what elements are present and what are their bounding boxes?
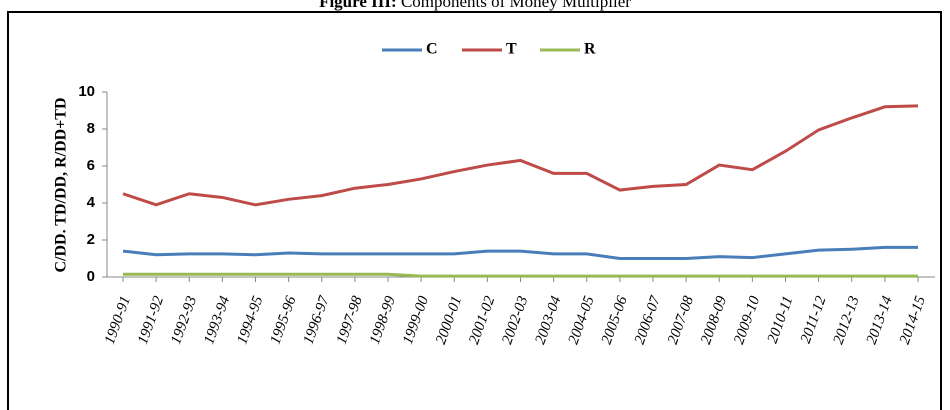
y-tick-label: 6 [87, 157, 95, 174]
y-tick-label: 4 [87, 194, 96, 211]
legend-label: C [426, 41, 438, 58]
legend-label: T [506, 41, 517, 58]
y-tick-label: 2 [87, 231, 95, 248]
legend-label: R [584, 41, 596, 58]
series-line [123, 272, 918, 278]
series-line [122, 245, 918, 260]
y-tick-label: 0 [87, 268, 95, 285]
title-text: Components of Money Multiplier [401, 0, 631, 11]
y-tick-label: 8 [87, 120, 95, 137]
y-tick-label: 10 [78, 83, 95, 100]
y-axis-label: C/DD. TD/DD, R/DD+TD [53, 97, 70, 272]
series-line [122, 104, 919, 207]
chart-border [7, 11, 942, 410]
chart-title: Figure III: Components of Money Multipli… [319, 0, 631, 11]
title-label: Figure III: [319, 0, 397, 11]
